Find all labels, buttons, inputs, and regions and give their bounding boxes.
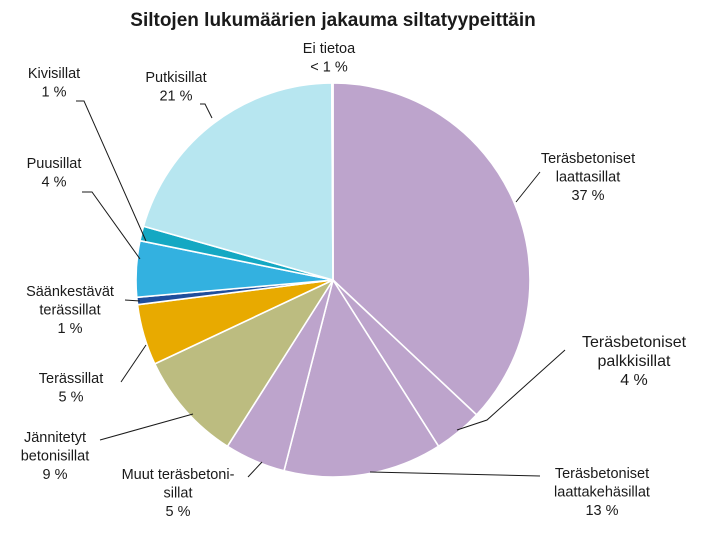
slice-value-label: < 1 % bbox=[310, 60, 348, 76]
slice-name-label: Terässillat bbox=[39, 371, 103, 387]
leader-line-4 bbox=[99, 413, 194, 441]
slice-value-label: 37 % bbox=[571, 188, 604, 204]
slice-value-label: 1 % bbox=[42, 85, 67, 101]
slice-name-label: Putkisillat bbox=[145, 70, 206, 86]
slice-name-label: Teräsbetoniset bbox=[582, 334, 687, 351]
slice-label-4: Jännitetyt betonisillat 9 % bbox=[21, 430, 90, 483]
slice-label-9: Putkisillat 21 % bbox=[145, 70, 206, 105]
leader-line-7 bbox=[82, 191, 141, 260]
slice-label-2: Teräsbetoniset laattakehäsillat 13 % bbox=[554, 466, 650, 519]
slice-name-label: palkkisillat bbox=[598, 353, 671, 370]
slice-name-label: Teräsbetoniset bbox=[555, 466, 649, 482]
slice-value-label: 1 % bbox=[58, 321, 83, 337]
slice-name-label: Säänkestävät bbox=[26, 284, 114, 300]
slice-label-1: Teräsbetoniset palkkisillat 4 % bbox=[582, 334, 687, 389]
chart-title: Siltojen lukumäärien jakauma siltatyypei… bbox=[130, 10, 535, 31]
slice-name-label: sillat bbox=[163, 486, 192, 502]
slice-label-10: Ei tietoa < 1 % bbox=[303, 41, 356, 76]
slice-label-8: Kivisillat 1 % bbox=[28, 66, 80, 101]
leader-line-3 bbox=[247, 461, 263, 478]
pie-slice-0 bbox=[332, 82, 531, 416]
slice-value-label: 9 % bbox=[43, 467, 68, 483]
slice-label-7: Puusillat 4 % bbox=[27, 156, 82, 191]
slice-value-label: 4 % bbox=[42, 175, 67, 191]
pie-slice-2 bbox=[283, 279, 440, 478]
slice-label-0: Teräsbetoniset laattasillat 37 % bbox=[541, 151, 635, 204]
slice-label-5: Terässillat 5 % bbox=[39, 371, 103, 406]
slice-label-3: Muut teräsbetoni-sillat 5 % bbox=[122, 467, 235, 520]
leader-line-0 bbox=[515, 171, 541, 203]
slice-value-label: 13 % bbox=[585, 503, 618, 519]
slice-name-label: Ei tietoa bbox=[303, 41, 356, 57]
slice-name-label: Muut teräsbetoni- bbox=[122, 467, 235, 483]
slice-name-label: Puusillat bbox=[27, 156, 82, 172]
leader-line-6 bbox=[124, 299, 141, 302]
slice-name-label: Kivisillat bbox=[28, 66, 80, 82]
pie-slice-4 bbox=[153, 279, 334, 448]
slice-value-label: 5 % bbox=[59, 390, 84, 406]
slice-value-label: 21 % bbox=[159, 89, 192, 105]
leader-line-8 bbox=[76, 100, 147, 242]
leader-line-5 bbox=[120, 344, 147, 383]
slice-labels: Teräsbetoniset laattasillat 37 %Teräsbeton… bbox=[21, 41, 687, 520]
slice-label-6: Säänkestävät terässillat 1 % bbox=[26, 284, 114, 337]
leader-line-2 bbox=[369, 471, 541, 477]
leader-lines bbox=[76, 100, 566, 478]
slice-name-label: terässillat bbox=[39, 303, 100, 319]
pie-slice-10 bbox=[330, 82, 334, 281]
pie-slices bbox=[135, 82, 531, 478]
slice-value-label: 4 % bbox=[620, 372, 648, 389]
slice-value-label: 5 % bbox=[166, 504, 191, 520]
pie-slice-9 bbox=[142, 82, 334, 281]
slice-name-label: Jännitetyt bbox=[24, 430, 86, 446]
slice-name-label: Teräsbetoniset bbox=[541, 151, 635, 167]
slice-name-label: laattakehäsillat bbox=[554, 485, 650, 501]
slice-name-label: laattasillat bbox=[556, 170, 620, 186]
leader-line-9 bbox=[200, 103, 213, 119]
slice-name-label: betonisillat bbox=[21, 449, 90, 465]
leader-line-1 bbox=[456, 349, 566, 431]
